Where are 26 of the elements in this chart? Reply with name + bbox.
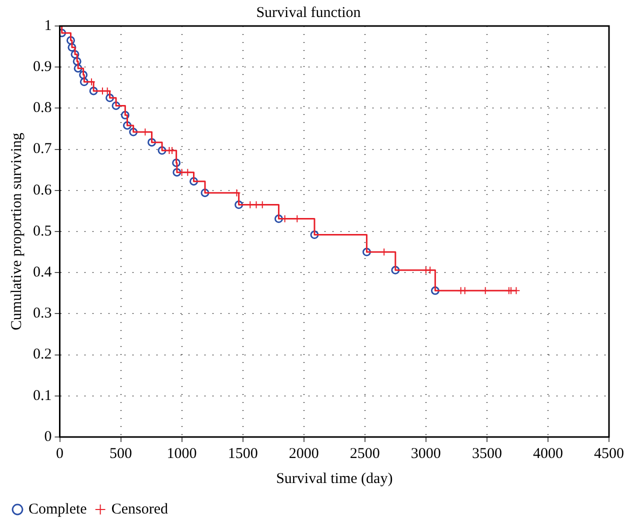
legend-label: Censored [111, 501, 168, 518]
y-tick-label: 0.9 [33, 59, 52, 76]
y-tick-label: 0.1 [33, 388, 52, 404]
x-tick-label: 1000 [166, 446, 197, 462]
x-tick-label: 0 [56, 446, 64, 462]
y-tick-label: 0.4 [33, 264, 52, 281]
x-tick-label: 3000 [410, 446, 441, 462]
x-axis-title: Survival time (day) [276, 470, 393, 487]
x-tick-label: 2000 [288, 446, 319, 462]
y-axis-title: Cumulative proportion surviving [8, 132, 25, 330]
y-tick-label: 1 [44, 18, 52, 34]
x-tick-label: 4500 [594, 446, 624, 462]
x-tick-label: 4000 [532, 446, 563, 462]
y-tick-label: 0.7 [33, 141, 52, 158]
legend-label: Complete [28, 501, 88, 518]
y-tick-label: 0.2 [33, 346, 52, 363]
x-tick-label: 500 [110, 446, 132, 462]
y-tick-label: 0.5 [33, 223, 52, 240]
y-tick-label: 0.8 [33, 100, 52, 116]
y-tick-label: 0 [44, 428, 52, 445]
x-tick-label: 1500 [228, 446, 258, 462]
y-tick-label: 0.3 [33, 306, 52, 322]
x-tick-label: 2500 [350, 446, 380, 462]
x-tick-label: 3500 [472, 446, 502, 462]
chart-title: Survival function [256, 4, 362, 21]
y-tick-label: 0.6 [33, 182, 52, 198]
